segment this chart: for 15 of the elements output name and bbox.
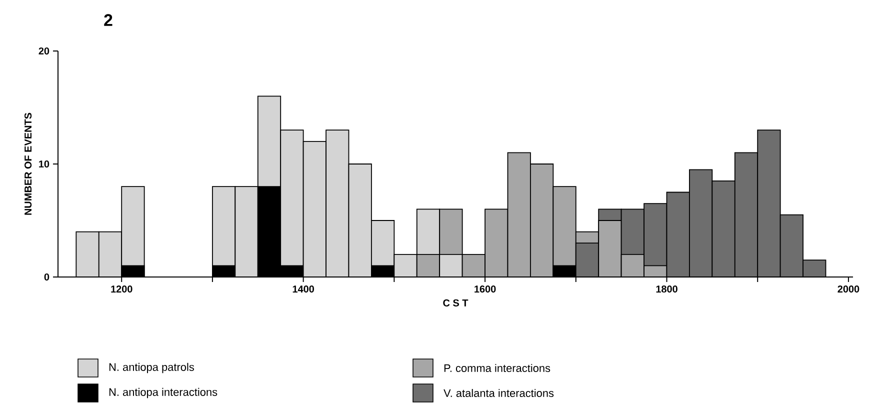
x-tick-label: 1400 <box>292 286 314 293</box>
y-axis-title: NUMBER OF EVENTS <box>24 112 32 215</box>
chart-title: 2 <box>104 14 112 26</box>
x-tick-label: 2000 <box>838 286 860 293</box>
legend-label: P. comma interactions <box>444 364 550 372</box>
legend-label: V. atalanta interactions <box>444 388 554 398</box>
x-tick-label: 1800 <box>656 286 678 293</box>
y-tick-label: 0 <box>44 273 50 281</box>
x-axis-title: C S T <box>443 299 468 306</box>
legend-label: N. antiopa interactions <box>109 388 218 398</box>
x-tick-label: 1200 <box>111 286 132 293</box>
x-tick-label: 1600 <box>474 286 496 293</box>
y-tick-label: 10 <box>39 160 50 168</box>
legend-label: N. antiopa patrols <box>109 362 194 374</box>
y-tick-label: 20 <box>38 47 50 55</box>
